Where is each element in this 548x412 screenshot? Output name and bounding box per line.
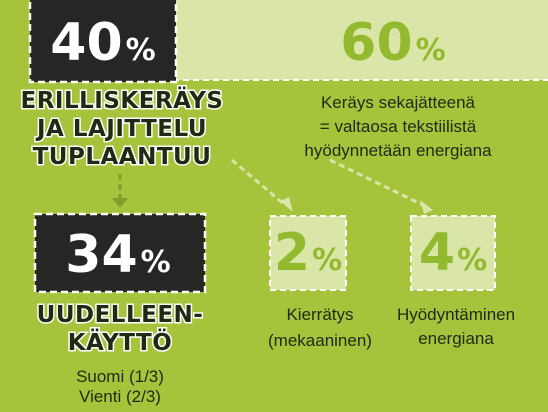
text-line: Suomi (1/3) [76,367,164,386]
text-line: energiana [418,329,494,348]
text-line: Vienti (2/3) [79,387,161,406]
heading-line: KÄYTTÖ [68,328,173,356]
heading-line: TUPLAANTUU [33,144,212,170]
arrows [118,158,426,208]
heading-line: JA LAJITTELU [35,116,207,142]
arrow-head [420,200,433,214]
arrow [329,158,426,208]
percent-40: 40% [50,13,155,73]
percent-34: 34% [65,225,170,285]
text-line: Keräys sekajätteenä [321,93,476,112]
box-60 [174,0,548,81]
percent-4: 4% [419,223,487,283]
arrow-head [280,197,293,212]
percent-60: 60% [340,13,445,73]
heading-line: ERILLISKERÄYS [21,86,224,114]
percent-2: 2% [274,223,342,283]
heading-line: UUDELLEEN- [37,302,204,328]
arrow-head [112,198,128,208]
text-line: (mekaaninen) [268,331,372,350]
box-34 [33,212,207,294]
box-40 [28,0,178,84]
arrow [231,158,286,207]
text-line: = valtaosa tekstiilistä [320,117,477,136]
text-line: Hyödyntäminen [397,305,515,324]
box-4 [410,215,496,291]
text-line: hyödynnetään energiana [304,141,492,160]
box-2 [269,215,347,291]
text-line: Kierrätys [286,305,353,324]
